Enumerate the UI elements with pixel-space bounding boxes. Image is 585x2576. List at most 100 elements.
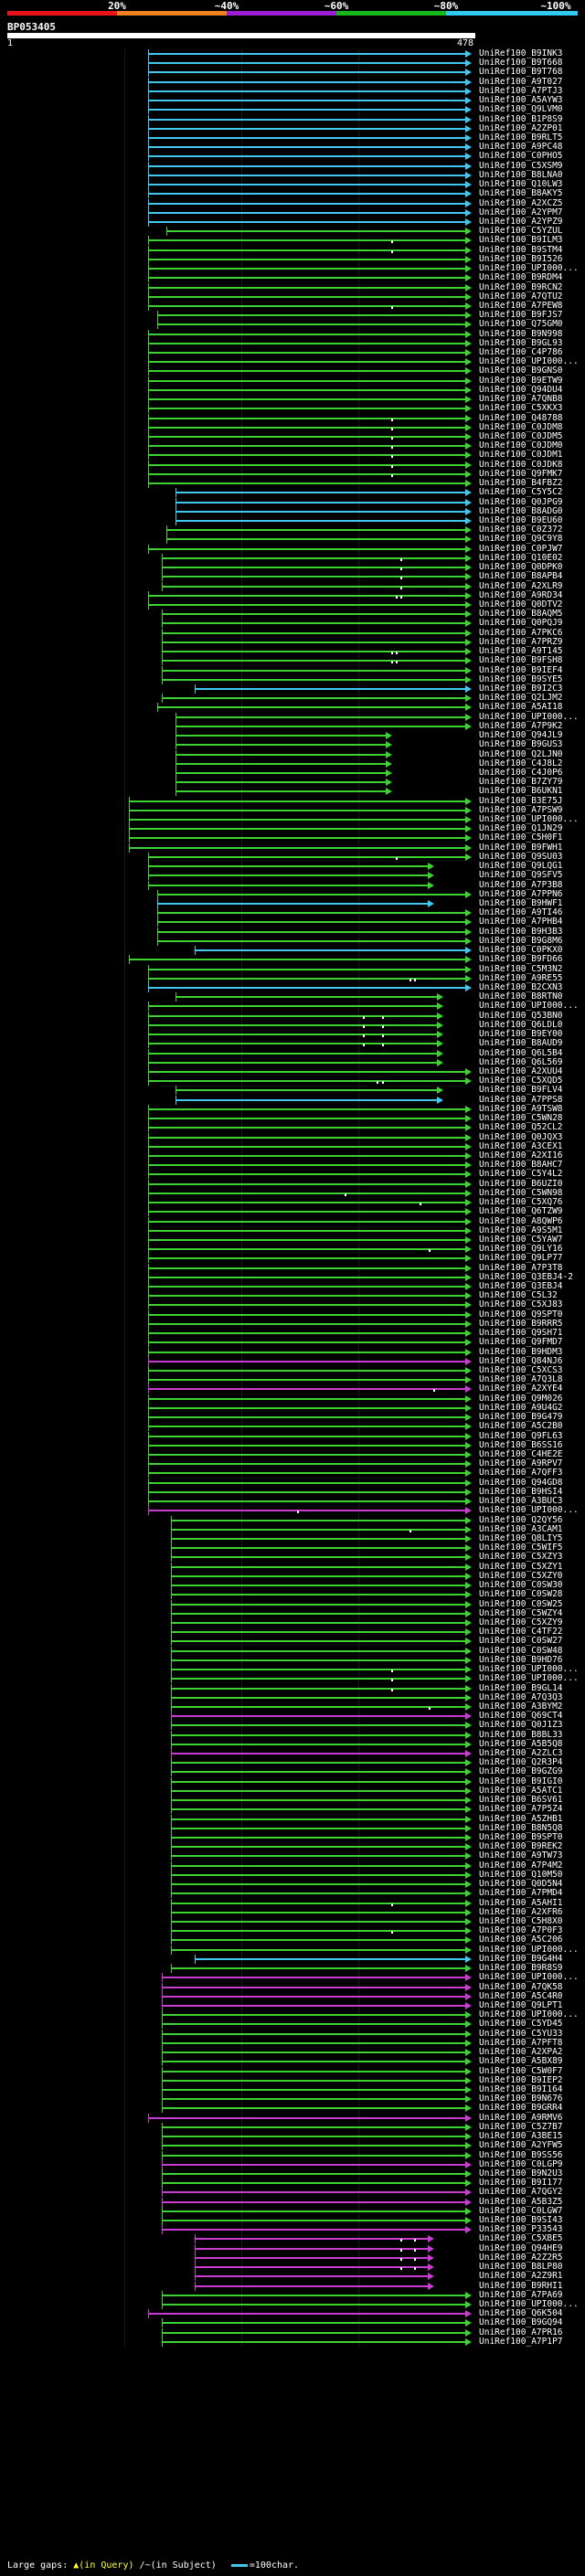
hit-row[interactable]: UniRef100_B9N998 (0, 329, 585, 339)
hit-label[interactable]: UniRef100_C0SW28 (479, 1589, 563, 1600)
hit-label[interactable]: UniRef100_C0LGW7 (479, 2205, 563, 2216)
hit-row[interactable]: UniRef100_C5XZY3 (0, 1552, 585, 1563)
hit-row[interactable]: UniRef100_B1P8S9 (0, 114, 585, 124)
hit-row[interactable]: UniRef100_C5Y5C2 (0, 487, 585, 498)
hit-row[interactable]: UniRef100_C5WN98 (0, 1188, 585, 1198)
hit-label[interactable]: UniRef100_A2ZP01 (479, 122, 563, 133)
hit-row[interactable]: UniRef100_UPI000... (0, 1505, 585, 1516)
hit-label[interactable]: UniRef100_Q2R3P4 (479, 1757, 563, 1768)
hit-row[interactable]: UniRef100_C0Z372 (0, 525, 585, 535)
hit-row[interactable]: UniRef100_Q6TZW9 (0, 1206, 585, 1217)
hit-label[interactable]: UniRef100_B8LP80 (479, 2262, 563, 2273)
hit-row[interactable]: UniRef100_UPI000... (0, 263, 585, 274)
hit-row[interactable]: UniRef100_C5XJ83 (0, 1299, 585, 1310)
hit-row[interactable]: UniRef100_A7PR16 (0, 2327, 585, 2337)
hit-row[interactable]: UniRef100_A2XLR9 (0, 580, 585, 591)
hit-label[interactable]: UniRef100_B9SI43 (479, 2215, 563, 2226)
hit-row[interactable]: UniRef100_C5XSM9 (0, 161, 585, 171)
hit-row[interactable]: UniRef100_A7Q3L8 (0, 1374, 585, 1385)
hit-label[interactable]: UniRef100_B9I177 (479, 2178, 563, 2189)
hit-label[interactable]: UniRef100_Q6K504 (479, 2308, 563, 2319)
hit-row[interactable]: UniRef100_UPI000... (0, 2299, 585, 2310)
hit-row[interactable]: UniRef100_Q10LW3 (0, 179, 585, 190)
hit-row[interactable]: UniRef100_C5YZUL (0, 226, 585, 237)
hit-row[interactable]: UniRef100_C5XZY9 (0, 1617, 585, 1627)
hit-label[interactable]: UniRef100_Q9SPT0 (479, 1309, 563, 1320)
hit-label[interactable]: UniRef100_Q9FMD7 (479, 1337, 563, 1348)
hit-row[interactable]: UniRef100_Q9LQG1 (0, 861, 585, 872)
hit-row[interactable]: UniRef100_C4J0P6 (0, 767, 585, 778)
hit-label[interactable]: UniRef100_C0JDM0 (479, 440, 563, 451)
hit-label[interactable]: UniRef100_B6SS16 (479, 1439, 563, 1450)
hit-row[interactable]: UniRef100_B9HSI4 (0, 1487, 585, 1497)
hit-row[interactable]: UniRef100_UPI000... (0, 712, 585, 722)
hit-row[interactable]: UniRef100_C5XQD5 (0, 1076, 585, 1087)
hit-label[interactable]: UniRef100_A9T027 (479, 76, 563, 87)
hit-row[interactable]: UniRef100_C5M3N2 (0, 964, 585, 974)
hit-label[interactable]: UniRef100_B8AKY5 (479, 188, 563, 199)
hit-row[interactable]: UniRef100_Q10M50 (0, 1870, 585, 1880)
hit-label[interactable]: UniRef100_C4J0P6 (479, 767, 563, 778)
hit-label[interactable]: UniRef100_A5C206 (479, 1935, 563, 1945)
hit-row[interactable]: UniRef100_A9TW73 (0, 1850, 585, 1861)
hit-label[interactable]: UniRef100_Q9LP77 (479, 1253, 563, 1264)
hit-label[interactable]: UniRef100_C5XQ76 (479, 1197, 563, 1208)
hit-label[interactable]: UniRef100_Q52CL2 (479, 1122, 563, 1133)
hit-label[interactable]: UniRef100_A7P5Z4 (479, 1804, 563, 1815)
hit-label[interactable]: UniRef100_Q3EBJ4-2 (479, 1271, 573, 1282)
hit-label[interactable]: UniRef100_A2XUU4 (479, 1065, 563, 1076)
hit-label[interactable]: UniRef100_B9FWH1 (479, 842, 563, 853)
hit-label[interactable]: UniRef100_B9HWF1 (479, 898, 563, 909)
hit-label[interactable]: UniRef100_A9PC48 (479, 142, 563, 153)
hit-row[interactable]: UniRef100_A9S5M1 (0, 1225, 585, 1235)
hit-label[interactable]: UniRef100_A7PMD4 (479, 1888, 563, 1899)
hit-row[interactable]: UniRef100_C0LGP9 (0, 2158, 585, 2169)
hit-row[interactable]: UniRef100_A7PKC6 (0, 628, 585, 638)
hit-row[interactable]: UniRef100_C5WIF5 (0, 1542, 585, 1553)
hit-label[interactable]: UniRef100_A2XLR9 (479, 580, 563, 591)
hit-row[interactable]: UniRef100_B9N676 (0, 2094, 585, 2104)
hit-row[interactable]: UniRef100_P33543 (0, 2224, 585, 2235)
hit-row[interactable]: UniRef100_C0JDM1 (0, 450, 585, 461)
hit-row[interactable]: UniRef100_A2XCZ5 (0, 198, 585, 208)
hit-row[interactable]: UniRef100_Q0D5N4 (0, 1879, 585, 1890)
hit-row[interactable]: UniRef100_Q6L5B4 (0, 1048, 585, 1058)
hit-label[interactable]: UniRef100_A5AYW3 (479, 95, 563, 106)
hit-row[interactable]: UniRef100_A2XI16 (0, 1150, 585, 1161)
hit-label[interactable]: UniRef100_A5B3Z5 (479, 2196, 563, 2207)
hit-label[interactable]: UniRef100_C5WN28 (479, 1113, 563, 1124)
hit-label[interactable]: UniRef100_B9INK3 (479, 48, 563, 58)
hit-row[interactable]: UniRef100_A5B5Q8 (0, 1739, 585, 1749)
hit-label[interactable]: UniRef100_Q9FMK7 (479, 468, 563, 479)
hit-row[interactable]: UniRef100_A2Z9R1 (0, 2271, 585, 2282)
hit-label[interactable]: UniRef100_A2ZLC3 (479, 1748, 563, 1759)
hit-row[interactable]: UniRef100_B9T668 (0, 58, 585, 69)
hit-label[interactable]: UniRef100_C5XKX3 (479, 403, 563, 414)
hit-label[interactable]: UniRef100_Q0PQJ9 (479, 618, 563, 629)
hit-row[interactable]: UniRef100_Q2R3P4 (0, 1757, 585, 1768)
hit-row[interactable]: UniRef100_A5AHI1 (0, 1898, 585, 1908)
hit-row[interactable]: UniRef100_C0JDM8 (0, 422, 585, 432)
hit-row[interactable]: UniRef100_C0SW28 (0, 1589, 585, 1600)
hit-label[interactable]: UniRef100_Q9SFV5 (479, 870, 563, 881)
hit-row[interactable]: UniRef100_A7PTJ3 (0, 86, 585, 96)
hit-label[interactable]: UniRef100_A8QWP6 (479, 1215, 563, 1226)
hit-row[interactable]: UniRef100_B9INK3 (0, 48, 585, 58)
hit-label[interactable]: UniRef100_A5BX89 (479, 2056, 563, 2067)
hit-label[interactable]: UniRef100_C5W0F7 (479, 2065, 563, 2076)
hit-label[interactable]: UniRef100_A7PHB4 (479, 917, 563, 928)
hit-row[interactable]: UniRef100_A7P1P7 (0, 2337, 585, 2347)
hit-label[interactable]: UniRef100_B9FSH8 (479, 655, 563, 666)
hit-label[interactable]: UniRef100_B9IEF4 (479, 664, 563, 675)
hit-row[interactable]: UniRef100_A3BYM2 (0, 1701, 585, 1712)
hit-label[interactable]: UniRef100_C0LGP9 (479, 2158, 563, 2169)
hit-row[interactable]: UniRef100_C5YD45 (0, 2019, 585, 2030)
hit-label[interactable]: UniRef100_A7PEW8 (479, 300, 563, 311)
hit-label[interactable]: UniRef100_A2XPA2 (479, 2047, 563, 2058)
hit-row[interactable]: UniRef100_B8ADG0 (0, 506, 585, 516)
hit-label[interactable]: UniRef100_A9RE55 (479, 972, 563, 983)
hit-row[interactable]: UniRef100_UPI000... (0, 1972, 585, 1983)
hit-row[interactable]: UniRef100_C5Z7B7 (0, 2122, 585, 2132)
hit-row[interactable]: UniRef100_B9FD66 (0, 954, 585, 965)
hit-row[interactable]: UniRef100_B9GRR4 (0, 2103, 585, 2114)
